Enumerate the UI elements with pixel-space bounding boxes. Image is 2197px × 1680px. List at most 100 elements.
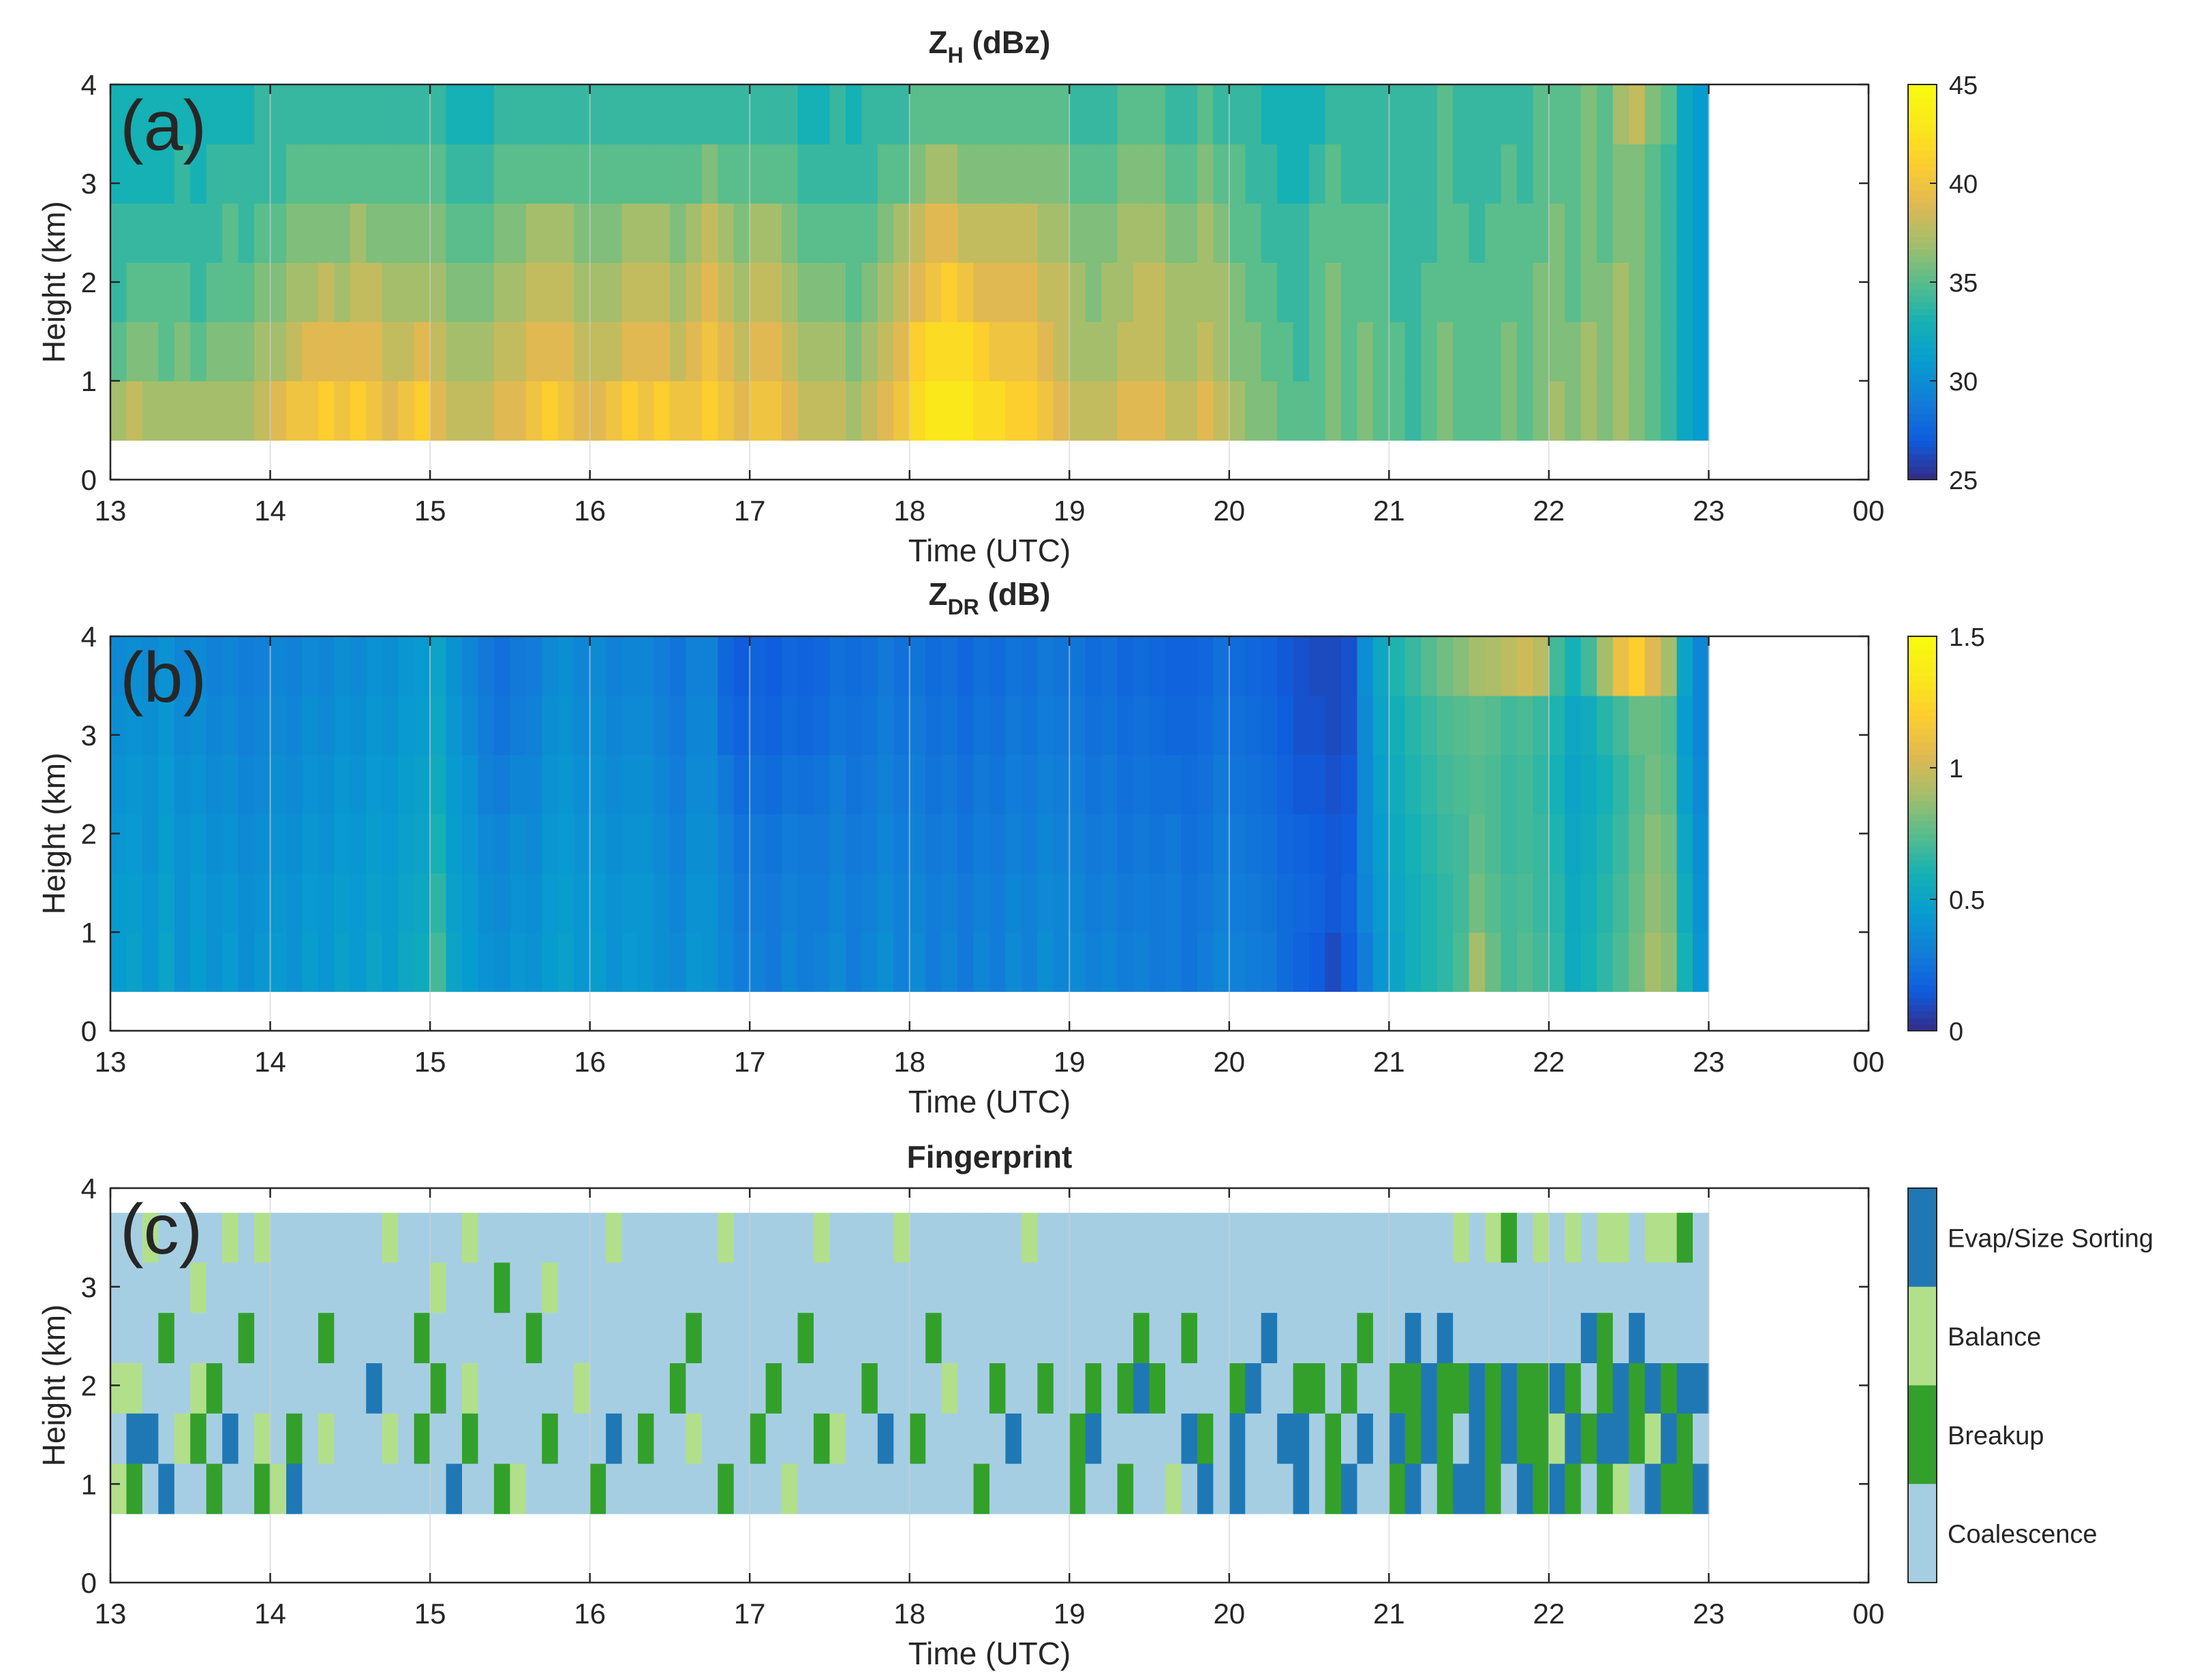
- heatmap-cell: [1469, 322, 1486, 382]
- heatmap-cell: [493, 636, 511, 696]
- heatmap-cell: [606, 1262, 623, 1313]
- heatmap-cell: [190, 262, 207, 322]
- heatmap-cell: [1693, 873, 1710, 933]
- heatmap-cell: [382, 1213, 399, 1263]
- heatmap-cell: [909, 203, 926, 263]
- heatmap-cell: [1021, 144, 1039, 204]
- heatmap-cell: [1117, 262, 1134, 322]
- colorbar-step: [1908, 91, 1937, 99]
- heatmap-cell: [909, 1413, 926, 1464]
- heatmap-cell: [478, 695, 495, 756]
- heatmap-cell: [398, 203, 415, 263]
- colorbar-step: [1908, 709, 1937, 716]
- heatmap-cell: [1693, 381, 1710, 441]
- heatmap-cell: [525, 1463, 543, 1514]
- heatmap-cell: [1101, 754, 1118, 815]
- heatmap-cell: [638, 1213, 655, 1263]
- heatmap-cell: [1197, 932, 1214, 992]
- heatmap-cell: [430, 873, 447, 933]
- heatmap-cell: [654, 754, 671, 815]
- heatmap-cell: [190, 873, 207, 933]
- heatmap-cell: [1517, 1413, 1534, 1464]
- heatmap-cell: [877, 1312, 895, 1363]
- heatmap-cell: [973, 754, 990, 815]
- heatmap-cell: [1612, 695, 1629, 756]
- heatmap-cell: [782, 1463, 799, 1514]
- heatmap-cell: [1580, 695, 1598, 756]
- heatmap-cell: [765, 322, 782, 382]
- heatmap-cell: [446, 695, 463, 756]
- heatmap-cell: [1644, 262, 1661, 322]
- heatmap-cell: [302, 754, 319, 815]
- heatmap-cell: [478, 1413, 495, 1464]
- heatmap-cell: [525, 932, 543, 992]
- heatmap-cell: [158, 636, 175, 696]
- heatmap-cell: [542, 932, 559, 992]
- heatmap-cell: [1693, 1413, 1710, 1464]
- heatmap-cell: [1612, 932, 1629, 992]
- heatmap-cell: [1485, 1463, 1502, 1514]
- heatmap-cell: [829, 84, 846, 144]
- heatmap-cell: [1005, 381, 1022, 441]
- colorbar-step: [1908, 682, 1937, 689]
- heatmap-cell: [1676, 1262, 1693, 1313]
- heatmap-cell: [174, 873, 191, 933]
- heatmap-cell: [1053, 262, 1071, 322]
- heatmap-cell: [1693, 636, 1710, 696]
- heatmap-cell: [1213, 932, 1230, 992]
- colorbar-step: [1908, 164, 1937, 171]
- y-tick-label: 2: [81, 818, 97, 850]
- heatmap-cell: [1261, 873, 1278, 933]
- heatmap-cell: [286, 1413, 303, 1464]
- heatmap-cell: [1644, 813, 1661, 874]
- heatmap-cell: [1548, 322, 1566, 382]
- colorbar-label: Coalescence: [1948, 1521, 2098, 1549]
- heatmap-cell: [925, 636, 942, 696]
- heatmap-cell: [1548, 1262, 1566, 1313]
- heatmap-cell: [1197, 1312, 1214, 1363]
- y-axis-label: Height (km): [36, 201, 72, 363]
- heatmap-cell: [1644, 144, 1661, 204]
- heatmap-cell: [1341, 1213, 1358, 1263]
- heatmap-cell: [1309, 1262, 1326, 1313]
- heatmap-cell: [782, 144, 799, 204]
- heatmap-cell: [254, 1312, 271, 1363]
- heatmap-cell: [669, 1463, 687, 1514]
- heatmap-cell: [190, 754, 207, 815]
- heatmap-cell: [845, 873, 863, 933]
- heatmap-cell: [1021, 636, 1039, 696]
- heatmap-cell: [1485, 322, 1502, 382]
- heatmap-cell: [254, 262, 271, 322]
- heatmap-cell: [190, 813, 207, 874]
- heatmap-cell: [589, 813, 606, 874]
- heatmap-cell: [1293, 932, 1310, 992]
- heatmap-cell: [1389, 262, 1406, 322]
- heatmap-cell: [126, 262, 143, 322]
- heatmap-cell: [1436, 695, 1454, 756]
- heatmap-cell: [893, 144, 910, 204]
- heatmap-cell: [845, 636, 863, 696]
- y-tick-label: 0: [81, 464, 97, 496]
- colorbar-step: [1908, 991, 1937, 999]
- heatmap-cell: [1421, 144, 1438, 204]
- heatmap-cell: [1053, 873, 1071, 933]
- heatmap-cell: [286, 813, 303, 874]
- heatmap-cell: [1533, 1413, 1550, 1464]
- heatmap-cell: [1517, 932, 1534, 992]
- heatmap-cell: [142, 1363, 159, 1414]
- heatmap-cell: [318, 322, 335, 382]
- heatmap-cell: [350, 754, 367, 815]
- heatmap-cell: [1629, 1363, 1646, 1414]
- heatmap-cell: [1629, 1312, 1646, 1363]
- heatmap-cell: [1372, 1262, 1390, 1313]
- heatmap-cell: [190, 381, 207, 441]
- heatmap-cell: [1612, 1413, 1629, 1464]
- heatmap-cell: [1309, 144, 1326, 204]
- heatmap-cell: [142, 695, 159, 756]
- heatmap-cell: [446, 636, 463, 696]
- heatmap-cell: [845, 932, 863, 992]
- heatmap-cell: [1181, 203, 1198, 263]
- heatmap-cell: [686, 932, 703, 992]
- heatmap-cell: [1404, 695, 1422, 756]
- heatmap-cell: [686, 873, 703, 933]
